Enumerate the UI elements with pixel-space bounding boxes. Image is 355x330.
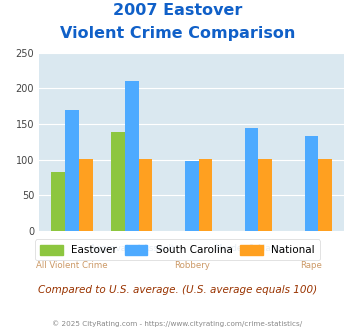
Text: 2007 Eastover: 2007 Eastover	[113, 3, 242, 18]
Text: Rape: Rape	[300, 261, 322, 270]
Text: © 2025 CityRating.com - https://www.cityrating.com/crime-statistics/: © 2025 CityRating.com - https://www.city…	[53, 320, 302, 327]
Bar	[198, 159, 212, 231]
Text: Murder & Mans...: Murder & Mans...	[215, 244, 288, 253]
Legend: Eastover, South Carolina, National: Eastover, South Carolina, National	[35, 240, 320, 260]
Bar	[245, 128, 258, 231]
Bar	[51, 172, 65, 231]
Bar	[258, 159, 272, 231]
Bar	[111, 132, 125, 231]
Text: Robbery: Robbery	[174, 261, 210, 270]
Bar	[139, 159, 153, 231]
Bar	[305, 136, 318, 231]
Bar	[318, 159, 332, 231]
Text: All Violent Crime: All Violent Crime	[36, 261, 108, 270]
Bar	[65, 110, 79, 231]
Text: Compared to U.S. average. (U.S. average equals 100): Compared to U.S. average. (U.S. average …	[38, 285, 317, 295]
Bar	[125, 81, 139, 231]
Bar	[79, 159, 93, 231]
Text: Aggravated Assault: Aggravated Assault	[90, 244, 174, 253]
Text: Violent Crime Comparison: Violent Crime Comparison	[60, 26, 295, 41]
Bar	[185, 161, 198, 231]
